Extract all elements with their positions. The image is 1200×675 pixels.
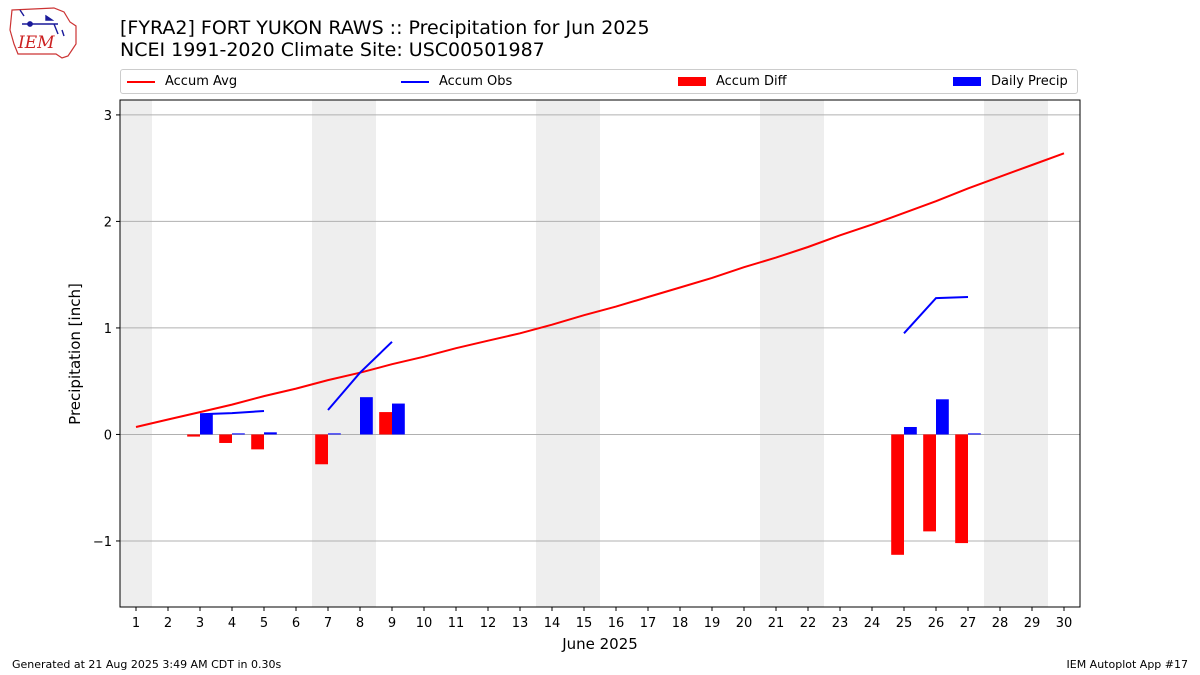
x-tick-label: 28 bbox=[992, 616, 1009, 631]
x-tick-label: 18 bbox=[672, 616, 689, 631]
plot-frame bbox=[119, 99, 1081, 608]
x-tick-label: 9 bbox=[388, 616, 396, 631]
weekend-band bbox=[760, 100, 792, 607]
accum-diff-bar bbox=[891, 434, 904, 555]
x-tick-label: 7 bbox=[324, 616, 332, 631]
accum-diff-bar bbox=[187, 434, 200, 437]
weekend-band bbox=[792, 100, 824, 607]
x-tick-label: 19 bbox=[704, 616, 721, 631]
accum-diff-bar bbox=[251, 434, 264, 450]
daily-precip-bar bbox=[968, 433, 981, 435]
x-tick-label: 2 bbox=[164, 616, 172, 631]
x-tick-label: 11 bbox=[448, 616, 465, 631]
accum-diff-bar bbox=[219, 434, 232, 443]
lines bbox=[135, 152, 1065, 428]
legend-label: Accum Obs bbox=[439, 74, 513, 89]
footer-generated: Generated at 21 Aug 2025 3:49 AM CDT in … bbox=[12, 658, 282, 671]
accum-obs-line bbox=[327, 341, 393, 411]
legend-item-daily-precip: Daily Precip bbox=[953, 74, 1068, 90]
daily-precip-bar bbox=[936, 399, 949, 435]
iowa-outline-icon bbox=[9, 7, 77, 59]
x-tick-label: 5 bbox=[260, 616, 268, 631]
chart-title: [FYRA2] FORT YUKON RAWS :: Precipitation… bbox=[120, 17, 650, 61]
iem-logo: IEM bbox=[9, 7, 77, 59]
y-axis: −1 0 1 2 3 bbox=[93, 109, 120, 550]
accum-diff-bar bbox=[923, 434, 936, 532]
weather-station-icon bbox=[19, 9, 65, 37]
accum-diff-bar bbox=[315, 434, 328, 465]
weekend-band bbox=[312, 100, 344, 607]
x-tick-label: 13 bbox=[512, 616, 529, 631]
x-tick-label: 29 bbox=[1024, 616, 1041, 631]
x-tick-label: 3 bbox=[196, 616, 204, 631]
y-tick-label: 1 bbox=[104, 322, 112, 337]
bars bbox=[187, 397, 981, 555]
daily-precip-bar bbox=[392, 403, 405, 435]
x-tick-label: 25 bbox=[896, 616, 913, 631]
x-tick-label: 21 bbox=[768, 616, 785, 631]
chart-legend: Accum Avg Accum Obs Accum Diff Daily Pre… bbox=[120, 69, 1078, 94]
x-tick-label: 10 bbox=[416, 616, 433, 631]
chart-title-line1: [FYRA2] FORT YUKON RAWS :: Precipitation… bbox=[120, 17, 650, 39]
x-tick-label: 6 bbox=[292, 616, 300, 631]
x-tick-label: 15 bbox=[576, 616, 593, 631]
y-axis-label: Precipitation [inch] bbox=[66, 283, 84, 425]
x-tick-label: 17 bbox=[640, 616, 657, 631]
legend-swatch bbox=[401, 80, 429, 83]
accum-diff-bar bbox=[955, 434, 968, 544]
weekend-band bbox=[1016, 100, 1048, 607]
daily-precip-bar bbox=[264, 432, 277, 435]
x-tick-label: 30 bbox=[1056, 616, 1073, 631]
accum-avg-line bbox=[135, 152, 1065, 428]
gridlines bbox=[120, 114, 1080, 542]
legend-swatch bbox=[127, 80, 155, 83]
y-tick-label: 0 bbox=[104, 428, 112, 443]
legend-swatch bbox=[678, 77, 706, 86]
legend-swatch bbox=[953, 77, 981, 86]
y-tick-label: 3 bbox=[104, 109, 112, 124]
x-tick-label: 8 bbox=[356, 616, 364, 631]
daily-precip-bar bbox=[232, 433, 245, 435]
x-tick-label: 1 bbox=[132, 616, 140, 631]
x-tick-label: 4 bbox=[228, 616, 236, 631]
x-tick-label: 22 bbox=[800, 616, 817, 631]
accum-obs-line bbox=[903, 296, 969, 334]
weekend-band bbox=[120, 100, 152, 607]
daily-precip-bar bbox=[328, 433, 341, 435]
x-tick-label: 23 bbox=[832, 616, 849, 631]
legend-label: Accum Diff bbox=[716, 74, 787, 89]
weekend-band bbox=[344, 100, 376, 607]
legend-item-accum-diff: Accum Diff bbox=[678, 74, 787, 90]
x-tick-label: 12 bbox=[480, 616, 497, 631]
legend-label: Accum Avg bbox=[165, 74, 238, 89]
daily-precip-bar bbox=[200, 414, 213, 435]
x-tick-label: 16 bbox=[608, 616, 625, 631]
y-tick-label: 2 bbox=[104, 215, 112, 230]
weekend-band bbox=[536, 100, 568, 607]
daily-precip-bar bbox=[904, 426, 917, 435]
x-axis-label: June 2025 bbox=[561, 635, 638, 653]
legend-item-accum-avg: Accum Avg bbox=[127, 74, 237, 90]
accum-diff-bar bbox=[379, 412, 392, 435]
x-tick-label: 26 bbox=[928, 616, 945, 631]
weekend-band bbox=[984, 100, 1016, 607]
legend-item-accum-obs: Accum Obs bbox=[401, 74, 512, 90]
footer-app: IEM Autoplot App #17 bbox=[1066, 658, 1189, 671]
daily-precip-bar bbox=[360, 397, 373, 435]
x-tick-label: 27 bbox=[960, 616, 977, 631]
chart-title-line2: NCEI 1991-2020 Climate Site: USC00501987 bbox=[120, 39, 545, 61]
x-tick-label: 24 bbox=[864, 616, 881, 631]
x-tick-label: 14 bbox=[544, 616, 561, 631]
x-axis: 1 2 3 4 5 6 7 8 9 10 11 12 13 14 15 16 17 18 19 20 21 22 23 24 2… bbox=[132, 607, 1072, 631]
legend-label: Daily Precip bbox=[991, 74, 1068, 89]
weekend-shading bbox=[120, 100, 1048, 607]
weekend-band bbox=[568, 100, 600, 607]
logo-text: IEM bbox=[17, 33, 55, 53]
accum-obs-line bbox=[199, 410, 265, 416]
y-tick-label: −1 bbox=[93, 535, 112, 550]
x-tick-label: 20 bbox=[736, 616, 753, 631]
